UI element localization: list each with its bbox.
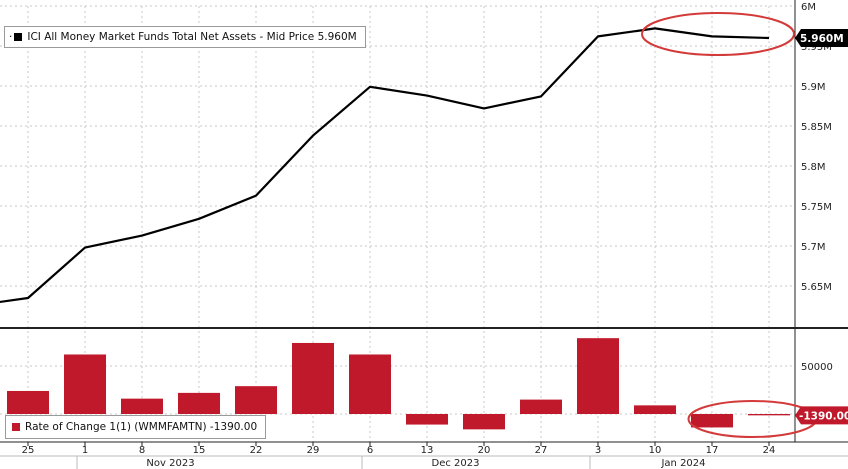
annotations (641, 12, 818, 438)
last-value-tag-bottom (795, 406, 848, 425)
top-legend: · ICI All Money Market Funds Total Net A… (4, 26, 366, 48)
legend-swatch-line (14, 33, 23, 41)
bar (121, 398, 163, 414)
y-tick-label: 5.85M (801, 122, 832, 133)
x-tick-label: 1 (82, 445, 88, 456)
month-label: Nov 2023 (146, 458, 194, 469)
month-label: Jan 2024 (660, 458, 705, 469)
y-tick-label: 5.65M (801, 282, 832, 293)
last-value-label-top: 5.960M (800, 33, 844, 45)
value-tags: 5.960M -1390.00 (795, 29, 848, 425)
last-value-tag-top (795, 29, 848, 47)
x-tick-label: 15 (193, 445, 206, 456)
y-tick-label: 5.75M (801, 202, 832, 213)
bar (349, 354, 391, 414)
y-tick-label: 5.95M (801, 42, 832, 53)
legend-prefix: · (9, 31, 13, 43)
y-tick-label: 5.7M (801, 242, 826, 253)
bar-series (7, 338, 790, 430)
bar (292, 342, 334, 414)
y-tick-label: 5.8M (801, 162, 826, 173)
annotation-circle-top (641, 12, 795, 56)
line-series (0, 27, 770, 304)
bottom-legend-label: Rate of Change 1(1) (WMMFAMTN) -1390.00 (25, 421, 258, 433)
x-tick-label: 20 (478, 445, 491, 456)
last-value-label-bottom: -1390.00 (799, 410, 848, 422)
x-tick-label: 6 (367, 445, 373, 456)
x-tick-label: 10 (649, 445, 662, 456)
month-label: Dec 2023 (432, 458, 480, 469)
bar (64, 354, 106, 414)
x-tick-label: 29 (307, 445, 320, 456)
bar (178, 392, 220, 414)
x-tick-label: 3 (595, 445, 601, 456)
x-tick-label: 8 (139, 445, 145, 456)
x-tick-label: 27 (535, 445, 548, 456)
x-tick-label: 13 (421, 445, 434, 456)
bar (235, 386, 277, 414)
x-tick-label: 24 (763, 445, 776, 456)
y-tick-label: 5.9M (801, 82, 826, 93)
y-tick-label: 6M (801, 2, 816, 13)
bar (691, 414, 733, 428)
bar (577, 338, 619, 414)
grid (0, 5, 795, 442)
bar (520, 399, 562, 414)
bar (406, 414, 448, 425)
y-tick-label-bottom: 50000 (801, 362, 833, 373)
bar (7, 390, 49, 414)
legend-swatch-bar (12, 423, 20, 431)
bar (748, 414, 790, 416)
bottom-legend: Rate of Change 1(1) (WMMFAMTN) -1390.00 (5, 415, 267, 439)
bar (463, 414, 505, 430)
x-tick-label: 25 (22, 445, 35, 456)
top-legend-label: ICI All Money Market Funds Total Net Ass… (27, 31, 357, 43)
x-tick-label: 22 (250, 445, 263, 456)
net-assets-line (0, 27, 770, 304)
bar (634, 405, 676, 414)
x-tick-label: 17 (706, 445, 719, 456)
